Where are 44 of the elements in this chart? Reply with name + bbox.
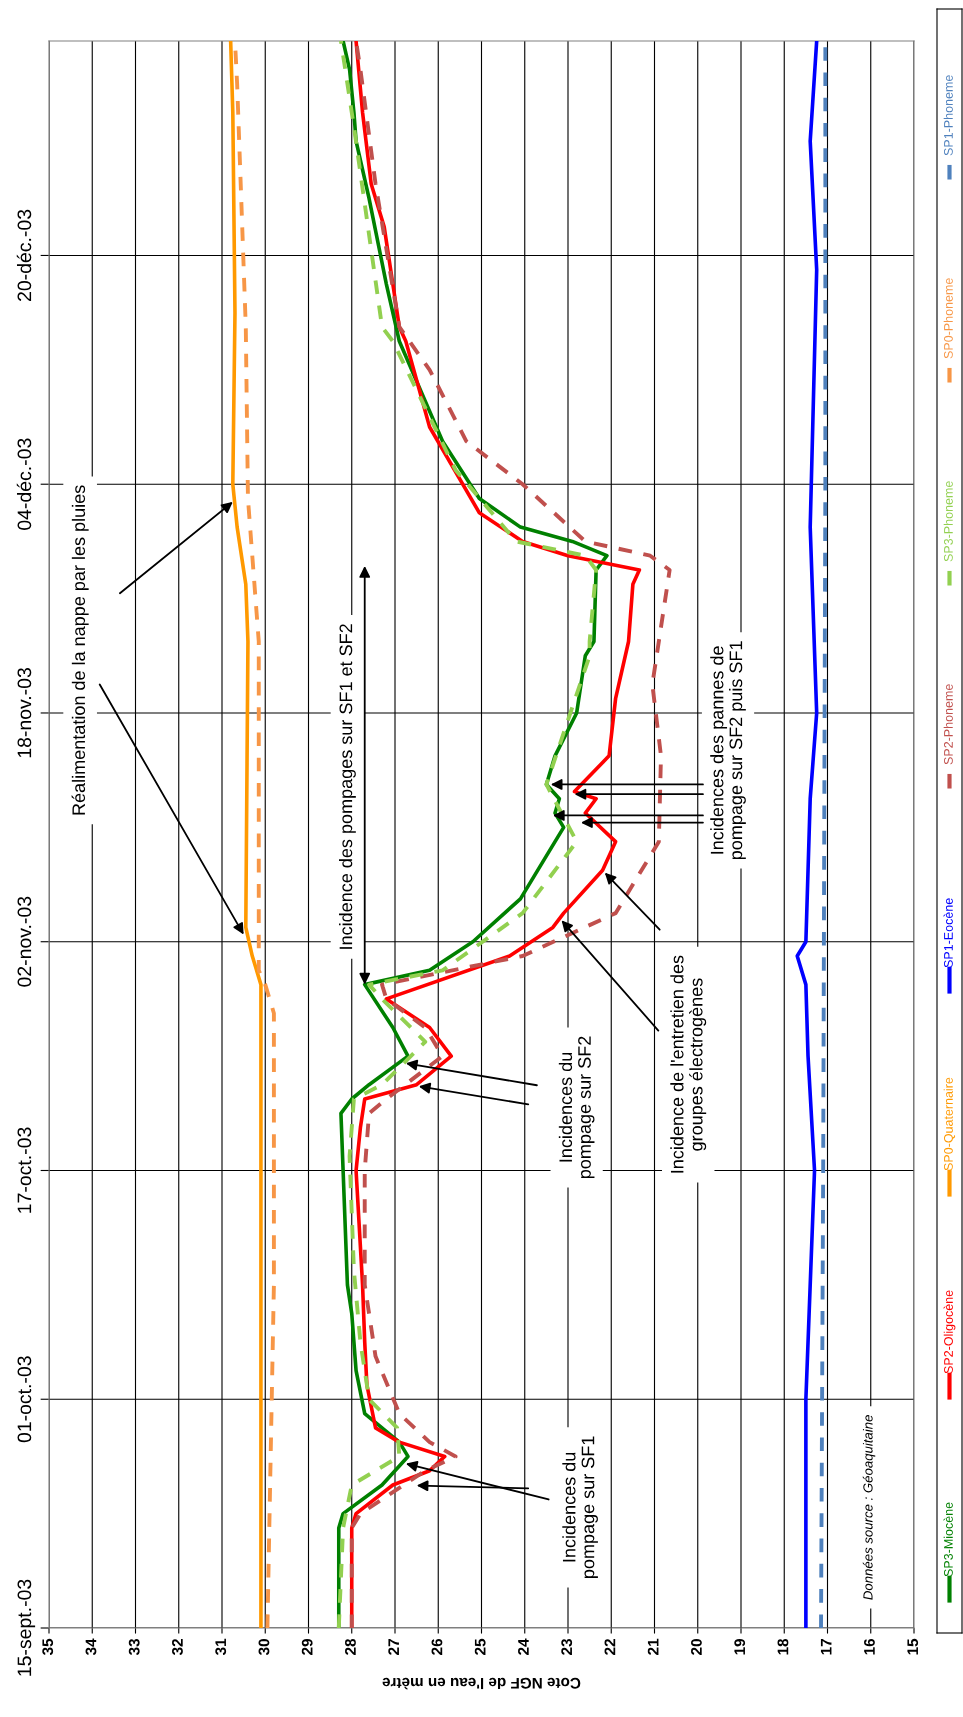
x-tick-label: 15	[907, 1638, 919, 1655]
x-tick-label: 16	[864, 1638, 875, 1655]
x-tick-label: 23	[561, 1638, 573, 1655]
x-tick-label: 31	[215, 1638, 227, 1656]
annotation: Incidences des pannes de pompage sur SF2 puis SF1	[710, 641, 746, 860]
text: SP2-Phoneme	[943, 684, 953, 765]
x-tick-label: 22	[604, 1639, 616, 1655]
annotation: Incidence de l'entretien des groupes électrogènes	[670, 955, 707, 1173]
y-tick-label: 17-oct.-03	[17, 1127, 32, 1213]
y-tick-label: 02-nov.-03	[17, 896, 32, 987]
annotation: Incidences du pompage sur SF2	[558, 1036, 595, 1179]
text: SP3-Phoneme	[943, 481, 953, 562]
text: SP0-Phoneme	[943, 278, 953, 359]
text: SP2-Oligocène	[943, 1290, 956, 1374]
x-tick-label: 18	[777, 1638, 789, 1655]
annotation: Incidences du pompage sur SF1	[562, 1436, 598, 1578]
text: SP3-Miocène	[943, 1502, 953, 1577]
x-tick-label: 20	[691, 1639, 702, 1655]
annotation: Données source : Géoaquitaine	[862, 1415, 876, 1600]
y-tick-label: 18-nov.-03	[17, 668, 32, 758]
x-tick-label: 26	[431, 1638, 443, 1655]
x-tick-label: 21	[647, 1638, 659, 1655]
x-tick-label: 27	[388, 1639, 399, 1655]
x-tick-label: 30	[258, 1639, 270, 1656]
y-tick-label: 20-déc.-03	[16, 209, 32, 301]
x-tick-label: 24	[518, 1638, 529, 1655]
y-tick-label: 01-oct.-03	[17, 1356, 32, 1443]
y-tick-label: 15-sept.-03	[17, 1579, 36, 1676]
x-tick-label: 25	[474, 1638, 486, 1655]
text: SP1-Phoneme	[943, 75, 953, 156]
annotation: Incidence des pompages sur SF1 et SF2	[339, 624, 356, 949]
y-tick-label: 04-déc.-03	[16, 438, 32, 530]
x-tick-label: 32	[172, 1639, 183, 1656]
text: SP1-Eocène	[943, 898, 953, 968]
x-tick-label: 35	[42, 1638, 54, 1656]
x-tick-label: 17	[820, 1639, 832, 1655]
x-tick-label: 28	[345, 1638, 356, 1655]
x-tick-label: 33	[128, 1638, 140, 1656]
x-tick-label: 29	[301, 1638, 313, 1655]
x-tick-label: 34	[85, 1638, 97, 1656]
x-tick-label: 19	[734, 1638, 746, 1655]
annotation: Réalimentation de la nappe par les pluies	[71, 485, 89, 815]
x-axis-title: Cote NGF de l'eau en mètre	[382, 1677, 581, 1690]
text: SP0-Quaternaire	[943, 1077, 956, 1171]
